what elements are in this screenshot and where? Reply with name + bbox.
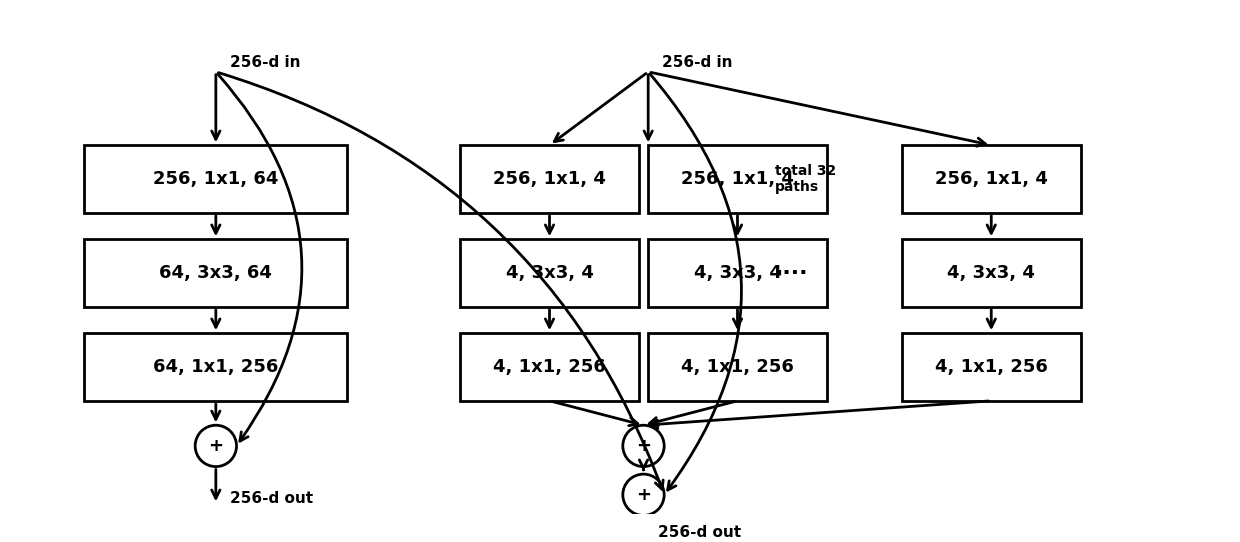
FancyBboxPatch shape xyxy=(649,145,827,213)
Circle shape xyxy=(195,425,237,467)
Circle shape xyxy=(622,474,665,515)
FancyBboxPatch shape xyxy=(460,333,639,401)
FancyBboxPatch shape xyxy=(84,145,347,213)
Text: 64, 1x1, 256: 64, 1x1, 256 xyxy=(154,358,279,376)
FancyBboxPatch shape xyxy=(460,239,639,307)
FancyBboxPatch shape xyxy=(84,333,347,401)
Text: 4, 1x1, 256: 4, 1x1, 256 xyxy=(494,358,606,376)
FancyBboxPatch shape xyxy=(460,145,639,213)
FancyBboxPatch shape xyxy=(901,145,1080,213)
Text: total 32
paths: total 32 paths xyxy=(775,164,836,194)
Text: 256-d out: 256-d out xyxy=(229,491,312,506)
Text: 256, 1x1, 4: 256, 1x1, 4 xyxy=(935,170,1048,188)
Text: +: + xyxy=(636,437,651,455)
Text: 256-d out: 256-d out xyxy=(657,525,740,540)
Text: 64, 3x3, 64: 64, 3x3, 64 xyxy=(160,264,273,282)
FancyBboxPatch shape xyxy=(901,239,1080,307)
FancyBboxPatch shape xyxy=(649,333,827,401)
Text: 4, 3x3, 4: 4, 3x3, 4 xyxy=(947,264,1035,282)
Text: ····: ···· xyxy=(775,263,808,283)
FancyBboxPatch shape xyxy=(901,333,1080,401)
Text: +: + xyxy=(208,437,223,455)
Circle shape xyxy=(622,425,665,467)
Text: 256, 1x1, 64: 256, 1x1, 64 xyxy=(154,170,279,188)
Text: 4, 3x3, 4: 4, 3x3, 4 xyxy=(506,264,594,282)
Text: 256-d in: 256-d in xyxy=(662,55,733,70)
FancyBboxPatch shape xyxy=(649,239,827,307)
Text: 256-d in: 256-d in xyxy=(229,55,300,70)
Text: +: + xyxy=(636,486,651,504)
Text: 256, 1x1, 4: 256, 1x1, 4 xyxy=(681,170,794,188)
FancyBboxPatch shape xyxy=(84,239,347,307)
Text: 256, 1x1, 4: 256, 1x1, 4 xyxy=(494,170,606,188)
Text: 4, 1x1, 256: 4, 1x1, 256 xyxy=(681,358,794,376)
Text: 4, 1x1, 256: 4, 1x1, 256 xyxy=(935,358,1048,376)
Text: 4, 3x3, 4: 4, 3x3, 4 xyxy=(693,264,781,282)
